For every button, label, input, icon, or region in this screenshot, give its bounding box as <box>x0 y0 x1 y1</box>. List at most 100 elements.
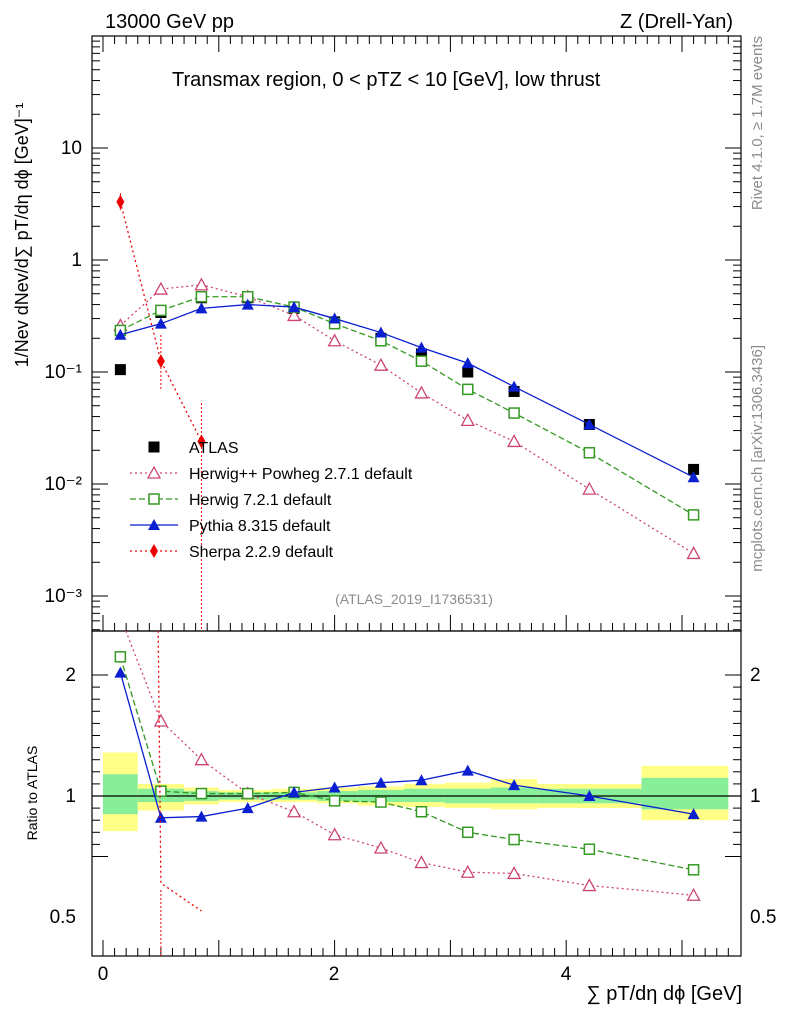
ratio-point-1-10 <box>583 843 596 855</box>
ratio-line-2 <box>119 672 694 819</box>
ratio-point-0-11 <box>686 887 701 901</box>
y-tick-label-0.1: 10⁻¹ <box>45 362 83 383</box>
band-stat-11 <box>641 777 729 810</box>
legend-marker-4 <box>150 544 158 558</box>
ratio-point-0-9 <box>506 866 522 880</box>
data-point-1-5 <box>327 333 342 347</box>
ratio-point-1-3 <box>242 787 254 800</box>
data-point-2-10 <box>583 447 596 459</box>
data-point-3-7 <box>415 341 428 353</box>
header-right: Z (Drell-Yan) <box>620 11 733 33</box>
ratio-point-2-2 <box>195 810 208 822</box>
ratio-point-2-9 <box>508 779 521 791</box>
ratio-point-2-0 <box>114 666 127 678</box>
ratio-tick-label-right-0.5: 0.5 <box>750 907 776 928</box>
legend-marker-2 <box>148 493 160 505</box>
legend-marker-1 <box>146 465 162 479</box>
ratio-point-1-2 <box>195 787 208 800</box>
ratio-tick-label-right-1: 1 <box>750 786 761 807</box>
ratio-point-2-1 <box>154 811 167 823</box>
legend-label-pythia: Pythia 8.315 default <box>189 518 331 535</box>
data-point-0-11 <box>688 463 700 475</box>
x-tick-label-0: 0 <box>98 964 109 985</box>
data-point-1-7 <box>414 385 429 399</box>
y-tick-label-1: 1 <box>71 250 82 271</box>
ratio-tick-label-0.5: 0.5 <box>50 907 76 928</box>
plot-title: Transmax region, 0 < pTZ < 10 [GeV], low… <box>172 69 601 91</box>
data-point-0-8 <box>462 366 474 378</box>
ratio-point-0-8 <box>460 864 475 878</box>
legend-label-herwig7: Herwig 7.2.1 default <box>189 492 332 509</box>
ratio-point-1-9 <box>508 833 520 846</box>
series-line-1 <box>119 284 694 554</box>
data-point-1-8 <box>460 413 475 427</box>
header-left: 13000 GeV pp <box>105 11 234 33</box>
data-point-3-3 <box>241 298 254 310</box>
ratio-point-2-6 <box>374 776 387 788</box>
data-point-1-6 <box>373 357 389 371</box>
data-point-3-1 <box>154 317 167 329</box>
data-point-3-8 <box>461 357 474 369</box>
ratio-point-2-7 <box>415 774 428 786</box>
ratio-point-1-7 <box>415 805 428 818</box>
data-point-0-7 <box>415 348 427 360</box>
data-point-1-4 <box>286 308 302 322</box>
legend-marker-3 <box>148 519 160 530</box>
ratio-point-2-10 <box>583 790 596 801</box>
band-stat-0 <box>103 774 138 815</box>
ratio-point-0-1 <box>153 713 168 727</box>
ratio-series <box>114 631 701 956</box>
data-point-2-2 <box>195 290 208 303</box>
data-point-4-1 <box>156 354 165 369</box>
mcplots-label: mcplots.cern.ch [arXiv:1306.3436] <box>749 345 766 572</box>
y-tick-label-10: 10 <box>61 138 82 159</box>
data-point-1-1 <box>153 281 168 295</box>
x-tick-label-2: 2 <box>329 964 340 985</box>
ratio-point-1-11 <box>687 864 700 876</box>
data-point-3-6 <box>374 326 387 338</box>
data-point-1-11 <box>686 546 701 560</box>
ratio-tick-label-2: 2 <box>65 665 76 686</box>
ratio-point-1-5 <box>328 795 341 807</box>
ratio-point-0-7 <box>414 855 429 869</box>
data-point-3-9 <box>508 380 521 392</box>
legend-label-sherpa: Sherpa 2.2.9 default <box>189 544 334 561</box>
band-stat-7 <box>404 788 445 803</box>
data-point-3-0 <box>114 328 127 340</box>
ratio-axis-title: Ratio to ATLAS <box>24 746 40 841</box>
data-point-2-11 <box>687 509 700 521</box>
y-axis-title: 1/Nev dNev/d∑ pT/dη dϕ [GeV]⁻¹ <box>12 103 32 368</box>
data-point-2-9 <box>508 407 520 419</box>
data-point-0-0 <box>114 364 126 376</box>
data-point-1-2 <box>194 277 209 291</box>
x-tick-label-4: 4 <box>561 964 572 985</box>
uncertainty-bands <box>92 752 741 832</box>
data-point-1-10 <box>582 481 597 495</box>
legend: ATLAS Herwig++ Powheg 2.7.1 default Herw… <box>130 440 413 561</box>
main-frame <box>91 35 742 632</box>
ratio-point-0-6 <box>373 840 389 854</box>
data-point-3-5 <box>328 312 341 324</box>
ratio-point-2-8 <box>461 764 474 776</box>
ratio-point-0-2 <box>194 752 209 766</box>
ratio-point-0-4 <box>286 804 302 818</box>
legend-label-atlas: ATLAS <box>189 440 239 457</box>
data-point-2-8 <box>462 383 474 396</box>
ratio-point-2-5 <box>328 781 341 793</box>
series-line-3 <box>120 303 694 478</box>
ratio-point-2-3 <box>241 802 254 814</box>
ratio-point-0-5 <box>327 827 342 841</box>
ratio-point-2-4 <box>288 786 301 798</box>
data-point-3-11 <box>687 471 700 483</box>
ratio-line-0 <box>125 631 694 896</box>
ratio-point-1-8 <box>462 826 474 839</box>
data-point-3-2 <box>195 302 208 314</box>
ratio-point-1-1 <box>155 785 167 797</box>
data-point-1-9 <box>506 434 522 448</box>
axis-ticks <box>92 36 741 956</box>
ratio-point-2-11 <box>687 808 700 820</box>
rivet-label: Rivet 4.1.0, ≥ 1.7M events <box>749 36 766 210</box>
data-point-2-7 <box>415 355 428 367</box>
band-stat-9 <box>490 787 538 804</box>
